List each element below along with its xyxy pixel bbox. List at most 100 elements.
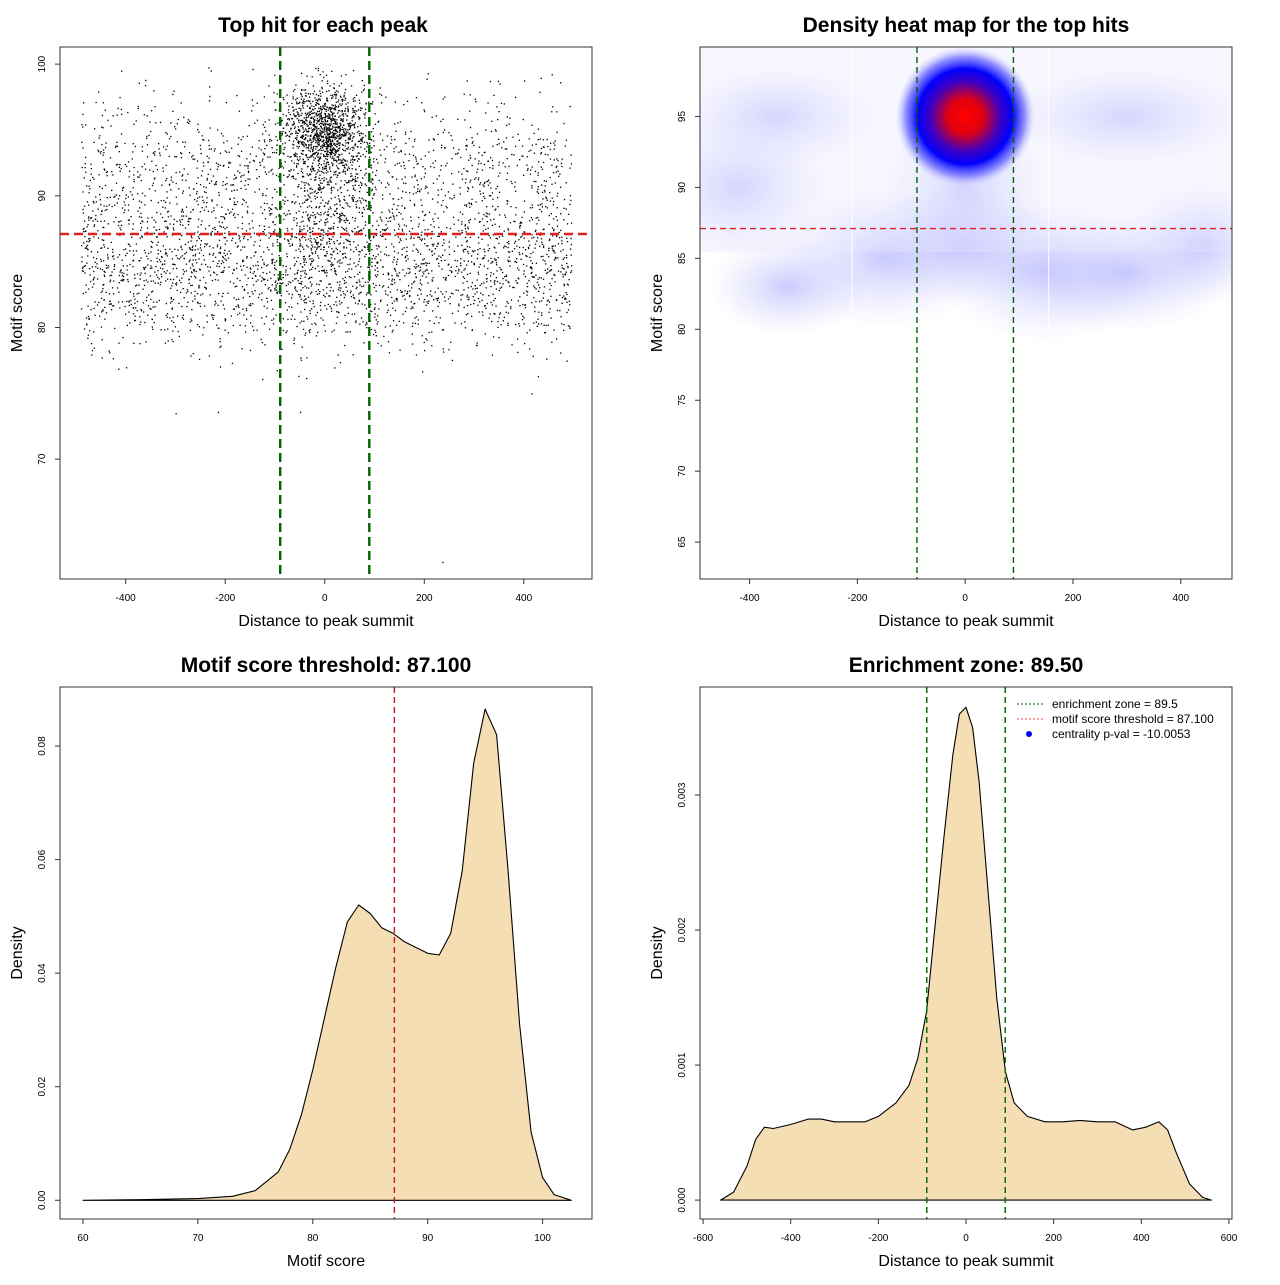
scatter-point	[432, 117, 433, 118]
scatter-point	[440, 169, 441, 170]
scatter-point	[165, 253, 166, 254]
scatter-point	[139, 207, 140, 208]
scatter-point	[350, 136, 351, 137]
scatter-point	[140, 275, 141, 276]
scatter-point	[498, 139, 499, 140]
scatter-point	[538, 172, 539, 173]
scatter-point	[167, 317, 168, 318]
scatter-point	[533, 237, 534, 238]
scatter-point	[210, 169, 211, 170]
scatter-point	[208, 67, 209, 68]
scatter-point	[395, 131, 396, 132]
scatter-point	[294, 156, 295, 157]
scatter-point	[428, 273, 429, 274]
scatter-point	[313, 141, 314, 142]
scatter-point	[137, 301, 138, 302]
scatter-point	[386, 218, 387, 219]
scatter-point	[474, 300, 475, 301]
scatter-point	[248, 278, 249, 279]
scatter-point	[229, 213, 230, 214]
scatter-point	[417, 295, 418, 296]
scatter-point	[442, 329, 443, 330]
scatter-point	[528, 247, 529, 248]
scatter-point	[196, 193, 197, 194]
scatter-point	[323, 150, 324, 151]
scatter-point	[100, 221, 101, 222]
scatter-point	[340, 287, 341, 288]
scatter-point	[219, 225, 220, 226]
scatter-point	[531, 185, 532, 186]
scatter-point	[301, 113, 302, 114]
scatter-point	[510, 306, 511, 307]
scatter-point	[443, 132, 444, 133]
scatter-point	[318, 207, 319, 208]
scatter-point	[388, 310, 389, 311]
scatter-point	[164, 264, 165, 265]
scatter-point	[137, 273, 138, 274]
scatter-point	[331, 123, 332, 124]
scatter-point	[187, 289, 188, 290]
scatter-point	[158, 250, 159, 251]
scatter-point	[321, 123, 322, 124]
scatter-point	[88, 216, 89, 217]
scatter-point	[214, 148, 215, 149]
scatter-point	[93, 179, 94, 180]
scatter-point	[426, 187, 427, 188]
scatter-point	[270, 278, 271, 279]
scatter-point	[102, 188, 103, 189]
scatter-point	[555, 140, 556, 141]
scatter-point	[517, 352, 518, 353]
scatter-point	[329, 243, 330, 244]
scatter-point	[151, 217, 152, 218]
scatter-point	[428, 192, 429, 193]
scatter-point	[497, 281, 498, 282]
scatter-point	[318, 128, 319, 129]
scatter-point	[184, 271, 185, 272]
scatter-point	[269, 119, 270, 120]
scatter-point	[183, 274, 184, 275]
scatter-point	[420, 267, 421, 268]
scatter-point	[505, 306, 506, 307]
scatter-point	[184, 297, 185, 298]
scatter-point	[180, 282, 181, 283]
scatter-point	[173, 224, 174, 225]
scatter-point	[449, 246, 450, 247]
scatter-point	[497, 327, 498, 328]
scatter-point	[140, 278, 141, 279]
scatter-point	[126, 166, 127, 167]
scatter-point	[292, 315, 293, 316]
scatter-point	[325, 158, 326, 159]
scatter-point	[340, 128, 341, 129]
scatter-point	[105, 142, 106, 143]
scatter-point	[277, 283, 278, 284]
scatter-point	[347, 205, 348, 206]
scatter-point	[406, 251, 407, 252]
scatter-point	[355, 114, 356, 115]
scatter-point	[101, 298, 102, 299]
scatter-point	[345, 89, 346, 90]
scatter-point	[308, 144, 309, 145]
scatter-point	[352, 159, 353, 160]
scatter-point	[468, 160, 469, 161]
scatter-point	[462, 179, 463, 180]
scatter-point	[330, 208, 331, 209]
scatter-point	[106, 206, 107, 207]
scatter-point	[293, 98, 294, 99]
scatter-point	[345, 222, 346, 223]
scatter-point	[303, 150, 304, 151]
scatter-point	[295, 153, 296, 154]
scatter-point	[326, 272, 327, 273]
scatter-point	[294, 257, 295, 258]
scatter-point	[197, 231, 198, 232]
scatter-point	[352, 168, 353, 169]
scatter-point	[268, 249, 269, 250]
scatter-point	[258, 297, 259, 298]
scatter-point	[318, 150, 319, 151]
scatter-point	[492, 165, 493, 166]
scatter-point	[302, 121, 303, 122]
scatter-point	[86, 324, 87, 325]
scatter-point	[196, 240, 197, 241]
scatter-point	[241, 151, 242, 152]
scatter-point	[560, 230, 561, 231]
scatter-point	[485, 216, 486, 217]
